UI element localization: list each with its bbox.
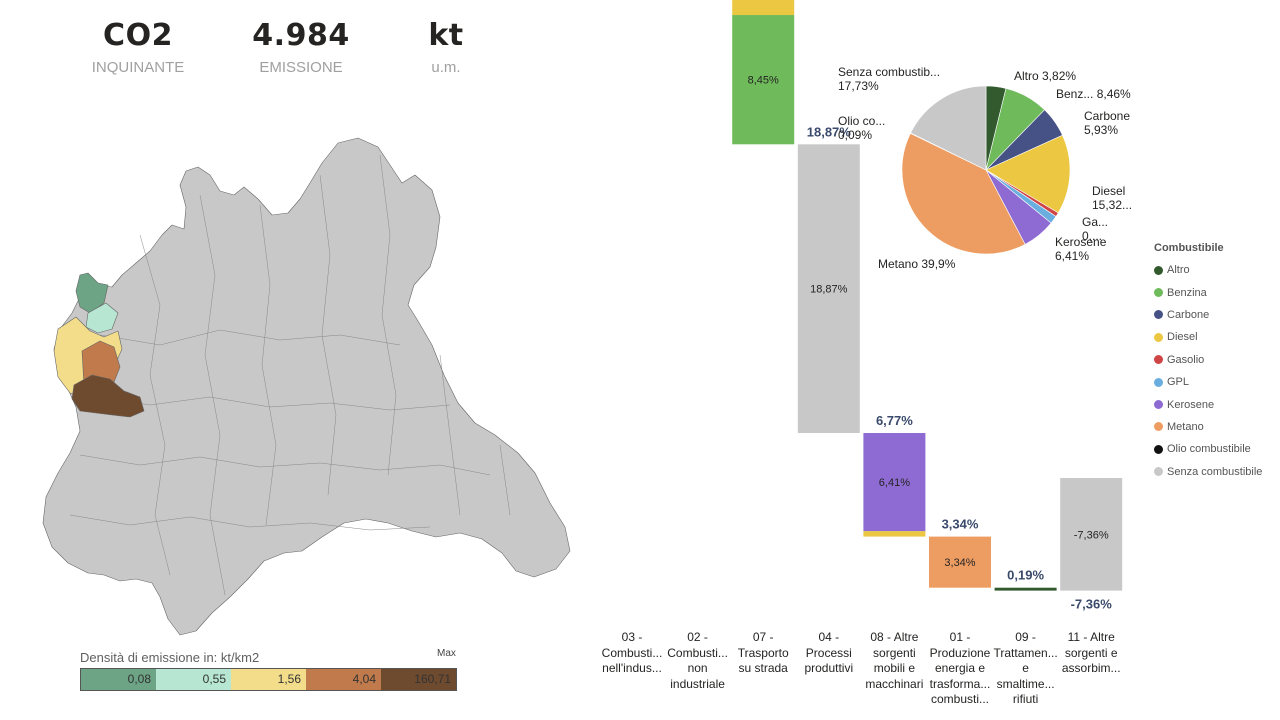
segment-label: -7,36% xyxy=(1074,529,1109,541)
legend-item[interactable]: Benzina xyxy=(1154,281,1262,303)
segment-label: 18,87% xyxy=(810,284,848,296)
region-shape[interactable] xyxy=(42,137,571,636)
fuel-legend-title: Combustibile xyxy=(1154,242,1224,254)
legend-item[interactable]: Kerosene xyxy=(1154,393,1262,415)
x-category-label: 02 - Combusti... non industriale xyxy=(667,630,728,691)
west-cluster-dark-brown[interactable] xyxy=(71,374,145,418)
legend-label: Metano xyxy=(1167,420,1204,433)
legend-label: Benzina xyxy=(1167,286,1207,299)
bar-segment[interactable] xyxy=(863,531,926,537)
bar-total-label: 0,19% xyxy=(1007,568,1044,583)
region-internal-borders xyxy=(69,154,511,596)
scale-bin: 160,71 xyxy=(381,669,456,690)
segment-label: 6,41% xyxy=(879,477,910,489)
kpi-emission-value: 4.984 xyxy=(252,18,350,53)
legend-color-dot xyxy=(1154,265,1163,275)
legend-label: Kerosene xyxy=(1167,398,1215,411)
pie-label: Metano 39,9% xyxy=(878,257,956,271)
kpi-unit-value: kt xyxy=(428,18,464,53)
x-category-label: 04 - Processi produttivi xyxy=(804,630,854,675)
scale-bin: 1,56 xyxy=(231,669,306,690)
kpi-pollutant-label: INQUINANTE xyxy=(91,59,185,76)
fuel-legend: Combustibile Altro Benzina Carbone Diesel Ga… xyxy=(1154,242,1262,483)
bar-segment[interactable] xyxy=(732,15,795,145)
legend-label: Carbone xyxy=(1167,308,1210,321)
scale-bin: 0,55 xyxy=(156,669,231,690)
legend-item[interactable]: Gasolio xyxy=(1154,349,1262,371)
bar-segment[interactable] xyxy=(929,536,991,588)
legend-color-dot xyxy=(1154,422,1163,432)
pie-label: Benz... 8,46% xyxy=(1056,87,1131,101)
legend-label: Senza combustibile xyxy=(1167,465,1263,478)
bar-segment[interactable] xyxy=(994,587,1057,591)
legend-color-dot xyxy=(1154,355,1163,365)
scale-bin: 4,04 xyxy=(306,669,381,690)
legend-item[interactable]: Carbone xyxy=(1154,304,1262,326)
x-category-label: 07 - Trasporto su strada xyxy=(737,630,789,675)
pie-slice[interactable] xyxy=(901,132,1026,255)
pie-label: Ga... 0,... xyxy=(1082,215,1108,243)
kpi-emission-label: EMISSIONE xyxy=(259,59,343,76)
pie-label: Olio co... 0,09% xyxy=(838,114,885,142)
bar-total-label: 6,77% xyxy=(876,413,913,428)
map-legend-scale: 0,08 0,55 1,56 4,04 160,71 xyxy=(80,668,457,691)
legend-color-dot xyxy=(1154,332,1163,342)
bar-total-label: -7,36% xyxy=(1071,597,1113,612)
x-category-label: 03 - Combusti... nell'indus... xyxy=(601,630,663,675)
bar-total-label: 18,87% xyxy=(807,124,852,139)
kpi-unit: kt u.m. xyxy=(376,18,516,76)
bar-segment[interactable] xyxy=(732,0,795,16)
legend-color-dot xyxy=(1154,288,1163,298)
pie-label: Kerosene 6,41% xyxy=(1055,235,1107,263)
kpi-pollutant-value: CO2 xyxy=(103,18,173,53)
pie-slice[interactable] xyxy=(985,134,1071,214)
map-legend-title: Densità di emissione in: kt/km2 xyxy=(80,650,260,665)
legend-color-dot xyxy=(1154,377,1163,387)
legend-color-dot xyxy=(1154,467,1163,477)
legend-label: Diesel xyxy=(1167,331,1198,344)
legend-label: Olio combustibile xyxy=(1167,443,1251,456)
legend-color-dot xyxy=(1154,400,1163,410)
legend-item[interactable]: Metano xyxy=(1154,416,1262,438)
kpi-unit-label: u.m. xyxy=(431,59,461,76)
pie-slice[interactable] xyxy=(910,85,987,171)
kpi-pollutant: CO2 INQUINANTE xyxy=(68,18,208,76)
pie-label: Diesel 15,32... xyxy=(1092,184,1132,212)
emission-density-map[interactable] xyxy=(40,135,580,645)
legend-label: Altro xyxy=(1167,264,1190,277)
bar-segment[interactable] xyxy=(1060,478,1123,591)
legend-item[interactable]: Olio combustibile xyxy=(1154,438,1262,460)
x-category-label: 08 - Altre sorgenti mobili e macchinari xyxy=(865,630,924,691)
legend-label: GPL xyxy=(1167,376,1190,389)
x-category-label: 09 - Trattamen... e smaltime... rifiuti xyxy=(993,630,1058,706)
kpi-emission: 4.984 EMISSIONE xyxy=(231,18,371,76)
bar-total-label: 3,34% xyxy=(942,517,979,532)
map-legend-max: Max xyxy=(437,648,456,659)
legend-item[interactable]: GPL xyxy=(1154,371,1262,393)
x-category-label: 01 - Produzione energia e trasforma... c… xyxy=(929,630,991,706)
sector-fuel-chart: 3,63%5,93%11,70%6,22%27,85%24,62%25,58%8… xyxy=(732,0,1132,612)
legend-color-dot xyxy=(1154,310,1163,320)
legend-color-dot xyxy=(1154,444,1163,454)
scale-bin: 0,08 xyxy=(81,669,156,690)
segment-label: 8,45% xyxy=(748,75,779,87)
segment-label: 3,34% xyxy=(944,557,975,569)
legend-item[interactable]: Senza combustibile xyxy=(1154,461,1262,483)
pie-label: Senza combustib... 17,73% xyxy=(838,65,940,93)
pie-label: Carbone 5,93% xyxy=(1084,109,1130,137)
bar-segment[interactable] xyxy=(863,433,926,532)
north-west-cluster-teal[interactable] xyxy=(75,272,109,314)
legend-label: Gasolio xyxy=(1167,353,1205,366)
legend-item[interactable]: Diesel xyxy=(1154,326,1262,348)
legend-item[interactable]: Altro xyxy=(1154,259,1262,281)
x-category-label: 11 - Altre sorgenti e assorbim... xyxy=(1061,630,1121,675)
bar-segment[interactable] xyxy=(797,144,860,434)
pie-label: Altro 3,82% xyxy=(1014,69,1076,83)
